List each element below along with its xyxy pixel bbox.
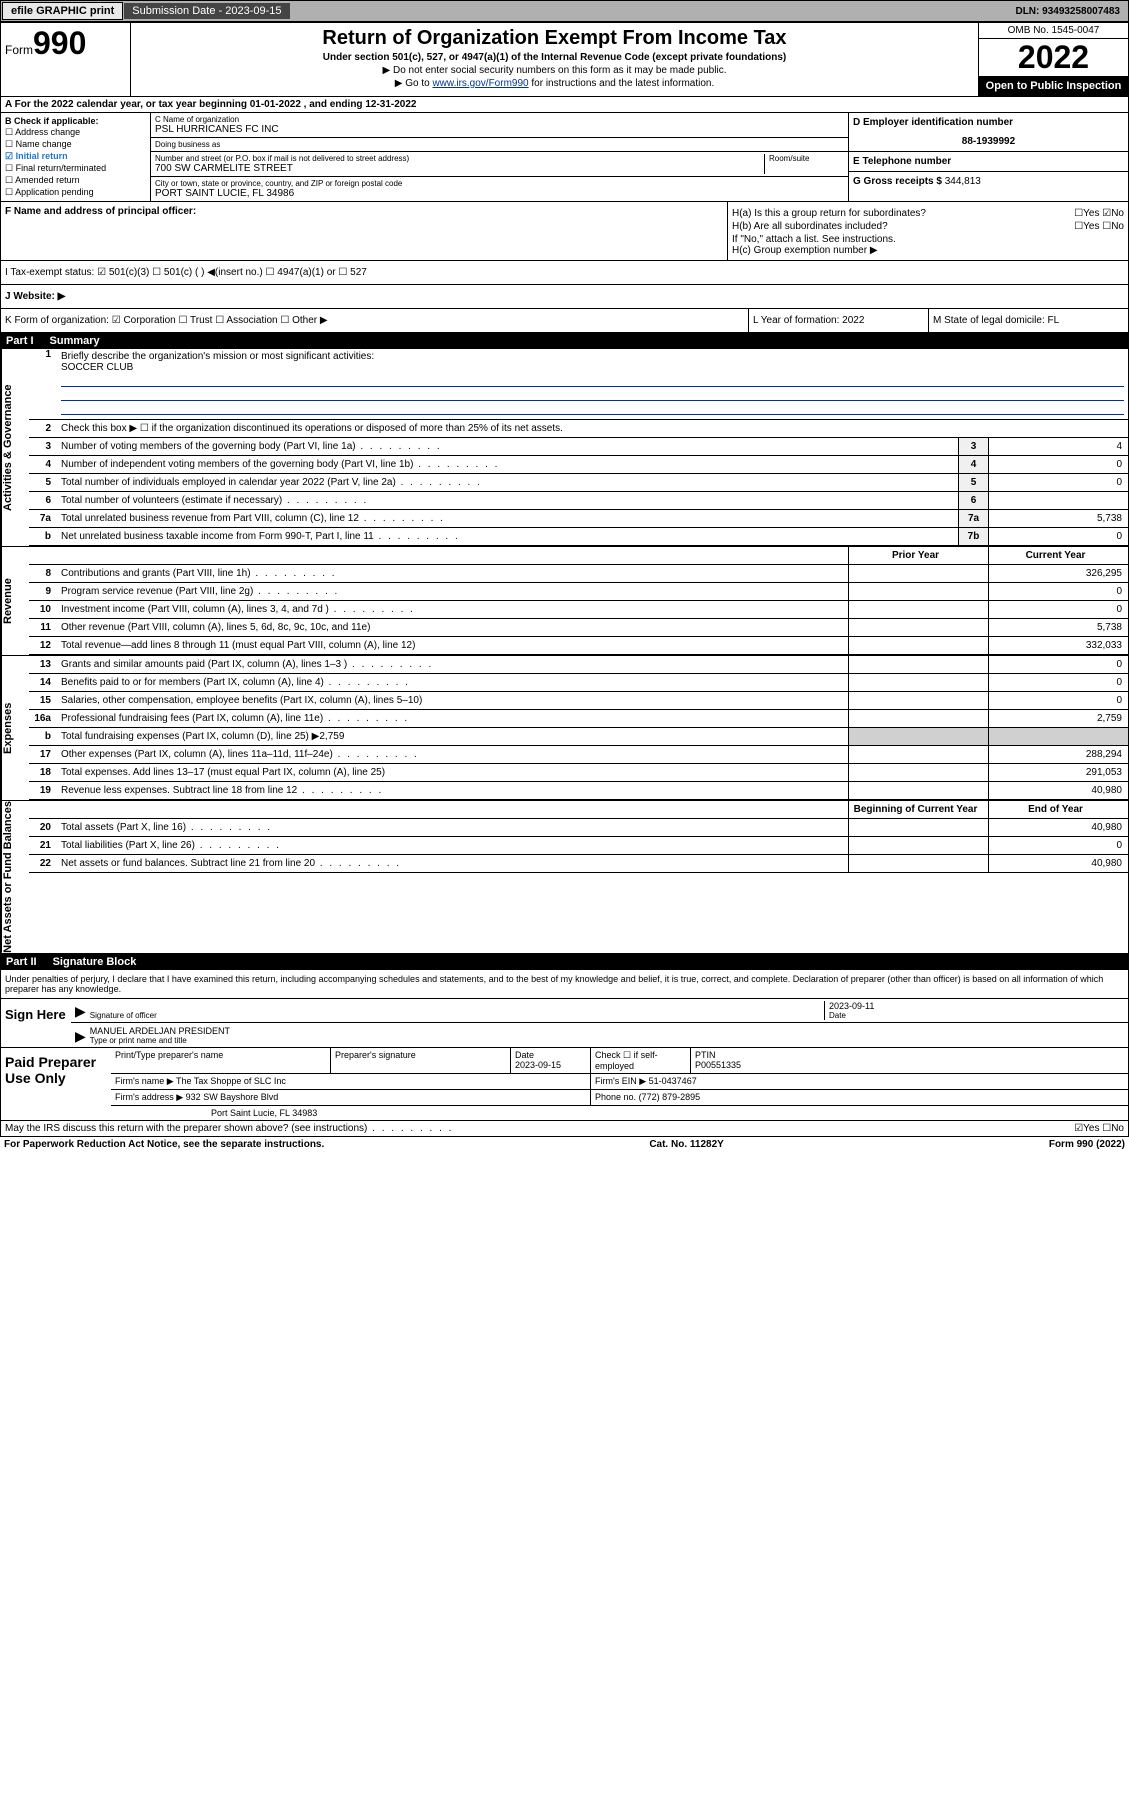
section-side-label: Revenue	[1, 547, 29, 655]
efile-btn[interactable]: efile GRAPHIC print	[2, 2, 123, 20]
summary-row: 16aProfessional fundraising fees (Part I…	[29, 710, 1128, 728]
officer-name: MANUEL ARDELJAN PRESIDENT	[90, 1026, 1124, 1036]
col-de: D Employer identification number88-19399…	[848, 113, 1128, 201]
topbar: efile GRAPHIC print Submission Date - 20…	[0, 0, 1129, 22]
section-side-label: Net Assets or Fund Balances	[1, 801, 29, 953]
col-h-group: H(a) Is this a group return for subordin…	[728, 202, 1128, 260]
sign-here-block: Sign Here ▶Signature of officer2023-09-1…	[0, 999, 1129, 1048]
dln: DLN: 93493258007483	[1007, 4, 1128, 19]
form-header: Form990 Return of Organization Exempt Fr…	[0, 22, 1129, 97]
form-subtitle3: ▶ Go to www.irs.gov/Form990 for instruct…	[135, 78, 974, 89]
summary-row: 3Number of voting members of the governi…	[29, 438, 1128, 456]
summary-row: 5Total number of individuals employed in…	[29, 474, 1128, 492]
summary-row: 17Other expenses (Part IX, column (A), l…	[29, 746, 1128, 764]
summary-row: 4Number of independent voting members of…	[29, 456, 1128, 474]
omb-number: OMB No. 1545-0047	[979, 23, 1128, 39]
prep-ein: 51-0437467	[649, 1076, 697, 1086]
summary-row: 19Revenue less expenses. Subtract line 1…	[29, 782, 1128, 800]
summary-row: 13Grants and similar amounts paid (Part …	[29, 656, 1128, 674]
year-formation: L Year of formation: 2022	[748, 309, 928, 332]
form-subtitle1: Under section 501(c), 527, or 4947(a)(1)…	[135, 52, 974, 63]
form-of-org[interactable]: K Form of organization: ☑ Corporation ☐ …	[1, 309, 748, 332]
org-city: PORT SAINT LUCIE, FL 34986	[155, 188, 844, 199]
summary-row: 18Total expenses. Add lines 13–17 (must …	[29, 764, 1128, 782]
row-fh: F Name and address of principal officer:…	[0, 202, 1129, 261]
org-address: 700 SW CARMELITE STREET	[155, 163, 764, 174]
summary-row: 9Program service revenue (Part VIII, lin…	[29, 583, 1128, 601]
tax-year: 2022	[979, 39, 1128, 76]
discuss-answer[interactable]: ☑Yes ☐No	[1074, 1123, 1124, 1134]
part1-header: Part I Summary	[0, 333, 1129, 349]
form-title: Return of Organization Exempt From Incom…	[135, 27, 974, 50]
col-b-checkboxes: B Check if applicable: ☐ Address change …	[1, 113, 151, 201]
prep-addr2: Port Saint Lucie, FL 34983	[111, 1106, 1128, 1120]
summary-row: bNet unrelated business taxable income f…	[29, 528, 1128, 546]
ein: 88-1939992	[853, 136, 1124, 147]
section-side-label: Expenses	[1, 656, 29, 800]
summary-row: 1Briefly describe the organization's mis…	[29, 349, 1128, 420]
form-number-box: Form990	[1, 23, 131, 96]
sig-date: 2023-09-11	[829, 1001, 1124, 1011]
prep-firm: The Tax Shoppe of SLC Inc	[176, 1076, 286, 1086]
summary-section: Activities & Governance1Briefly describe…	[0, 349, 1129, 547]
prep-phone: (772) 879-2895	[639, 1092, 701, 1102]
paid-preparer-block: Paid Preparer Use Only Print/Type prepar…	[0, 1048, 1129, 1121]
form-title-box: Return of Organization Exempt From Incom…	[131, 23, 978, 96]
summary-row: 14Benefits paid to or for members (Part …	[29, 674, 1128, 692]
tax-exempt-status[interactable]: I Tax-exempt status: ☑ 501(c)(3) ☐ 501(c…	[1, 261, 1128, 284]
summary-row: 21Total liabilities (Part X, line 26)0	[29, 837, 1128, 855]
row-a: A For the 2022 calendar year, or tax yea…	[0, 97, 1129, 113]
prep-date: 2023-09-15	[515, 1060, 561, 1070]
summary-row: 20Total assets (Part X, line 16)40,980	[29, 819, 1128, 837]
summary-section: RevenuePrior YearCurrent Year8Contributi…	[0, 547, 1129, 656]
sign-here-label: Sign Here	[1, 999, 71, 1047]
form-subtitle2: ▶ Do not enter social security numbers o…	[135, 65, 974, 76]
summary-section: Expenses13Grants and similar amounts pai…	[0, 656, 1129, 801]
block-bcde: B Check if applicable: ☐ Address change …	[0, 113, 1129, 202]
summary-row: 15Salaries, other compensation, employee…	[29, 692, 1128, 710]
sig-intro: Under penalties of perjury, I declare th…	[0, 970, 1129, 999]
discuss-row: May the IRS discuss this return with the…	[0, 1121, 1129, 1137]
summary-row: 7aTotal unrelated business revenue from …	[29, 510, 1128, 528]
irs-link[interactable]: www.irs.gov/Form990	[432, 78, 528, 89]
row-j-website: J Website: ▶	[0, 285, 1129, 309]
part2-header: Part II Signature Block	[0, 954, 1129, 970]
year-box: OMB No. 1545-0047 2022 Open to Public In…	[978, 23, 1128, 96]
summary-row: bTotal fundraising expenses (Part IX, co…	[29, 728, 1128, 746]
summary-row: 8Contributions and grants (Part VIII, li…	[29, 565, 1128, 583]
summary-section: Net Assets or Fund BalancesBeginning of …	[0, 801, 1129, 954]
section-side-label: Activities & Governance	[1, 349, 29, 546]
summary-row: 2Check this box ▶ ☐ if the organization …	[29, 420, 1128, 438]
state-domicile: M State of legal domicile: FL	[928, 309, 1128, 332]
summary-row: 12Total revenue—add lines 8 through 11 (…	[29, 637, 1128, 655]
page-footer: For Paperwork Reduction Act Notice, see …	[0, 1137, 1129, 1152]
summary-row: 10Investment income (Part VIII, column (…	[29, 601, 1128, 619]
row-klm: K Form of organization: ☑ Corporation ☐ …	[0, 309, 1129, 333]
paid-preparer-label: Paid Preparer Use Only	[1, 1048, 111, 1120]
submission-date: Submission Date - 2023-09-15	[124, 3, 289, 19]
ptin: P00551335	[695, 1060, 741, 1070]
open-inspection: Open to Public Inspection	[979, 76, 1128, 96]
gross-receipts: 344,813	[945, 176, 981, 187]
col-c-org: C Name of organizationPSL HURRICANES FC …	[151, 113, 848, 201]
summary-row: 6Total number of volunteers (estimate if…	[29, 492, 1128, 510]
org-name: PSL HURRICANES FC INC	[155, 124, 844, 135]
col-f-officer: F Name and address of principal officer:	[1, 202, 728, 260]
summary-row: 22Net assets or fund balances. Subtract …	[29, 855, 1128, 873]
prep-addr1: 932 SW Bayshore Blvd	[186, 1092, 279, 1102]
summary-row: 11Other revenue (Part VIII, column (A), …	[29, 619, 1128, 637]
row-i: I Tax-exempt status: ☑ 501(c)(3) ☐ 501(c…	[0, 261, 1129, 285]
